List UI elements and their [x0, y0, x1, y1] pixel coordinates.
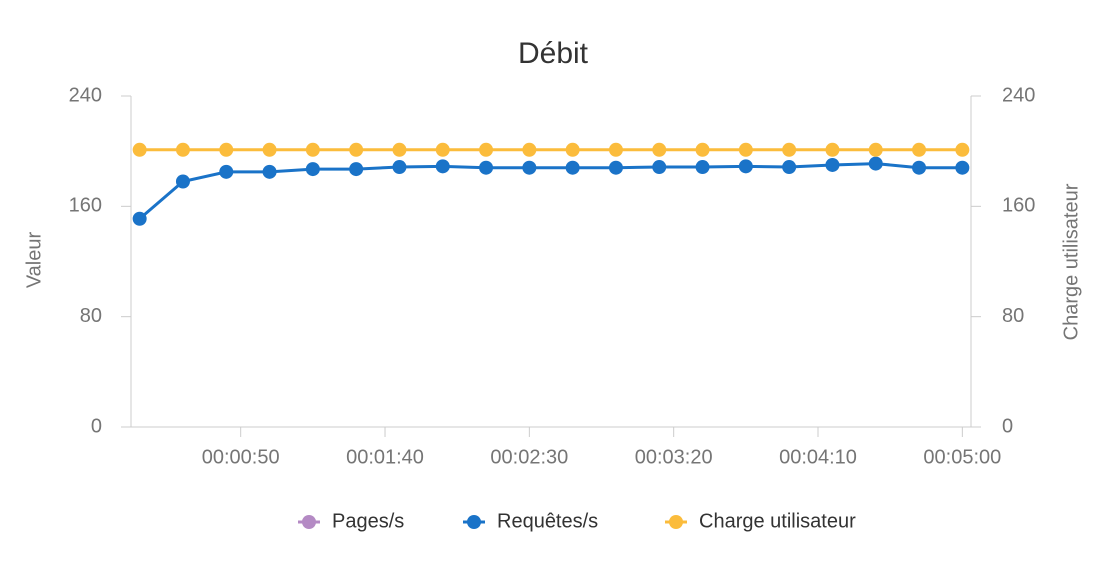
- data-point: [738, 142, 753, 157]
- y-tick-label: 80: [80, 305, 102, 327]
- data-point: [565, 160, 580, 175]
- y-tick-label: 160: [69, 195, 102, 217]
- x-tick-label: 00:05:00: [923, 446, 1001, 468]
- legend-marker: [669, 515, 683, 529]
- data-point: [695, 142, 710, 157]
- data-point: [608, 142, 623, 157]
- legend-label: Requêtes/s: [497, 510, 598, 532]
- data-point: [825, 157, 840, 172]
- data-point: [175, 142, 190, 157]
- data-point: [175, 174, 190, 189]
- y2-tick-label: 80: [1002, 305, 1024, 327]
- data-point: [435, 142, 450, 157]
- data-point: [522, 142, 537, 157]
- data-point: [219, 164, 234, 179]
- data-point: [652, 142, 667, 157]
- data-point: [305, 142, 320, 157]
- data-point: [652, 160, 667, 175]
- data-point: [522, 160, 537, 175]
- y2-tick-label: 240: [1002, 84, 1035, 106]
- data-point: [392, 142, 407, 157]
- data-point: [955, 160, 970, 175]
- x-tick-label: 00:01:40: [346, 446, 424, 468]
- data-point: [262, 164, 277, 179]
- data-point: [912, 142, 927, 157]
- x-tick-label: 00:00:50: [202, 446, 280, 468]
- data-point: [479, 160, 494, 175]
- y-axis-label: Valeur: [23, 231, 45, 288]
- x-tick-label: 00:03:20: [635, 446, 713, 468]
- data-point: [305, 162, 320, 177]
- data-point: [132, 211, 147, 226]
- data-point: [868, 156, 883, 171]
- y2-axis-label: Charge utilisateur: [1060, 183, 1082, 340]
- data-point: [868, 142, 883, 157]
- x-tick-label: 00:02:30: [490, 446, 568, 468]
- legend-label: Charge utilisateur: [699, 510, 856, 532]
- data-point: [565, 142, 580, 157]
- chart-title: Débit: [518, 37, 589, 70]
- legend-label: Pages/s: [332, 510, 404, 532]
- data-point: [912, 160, 927, 175]
- data-point: [955, 142, 970, 157]
- data-point: [349, 142, 364, 157]
- y-tick-label: 0: [91, 415, 102, 437]
- y2-tick-label: 0: [1002, 415, 1013, 437]
- legend-marker: [302, 515, 316, 529]
- y-tick-label: 240: [69, 84, 102, 106]
- y2-tick-label: 160: [1002, 195, 1035, 217]
- data-point: [479, 142, 494, 157]
- data-point: [435, 159, 450, 174]
- data-point: [738, 159, 753, 174]
- data-point: [219, 142, 234, 157]
- data-point: [782, 142, 797, 157]
- data-point: [392, 160, 407, 175]
- data-point: [608, 160, 623, 175]
- data-point: [262, 142, 277, 157]
- data-point: [132, 142, 147, 157]
- x-tick-label: 00:04:10: [779, 446, 857, 468]
- data-point: [695, 160, 710, 175]
- data-point: [349, 162, 364, 177]
- series-line: [138, 162, 963, 220]
- data-point: [825, 142, 840, 157]
- legend-marker: [467, 515, 481, 529]
- data-point: [782, 160, 797, 175]
